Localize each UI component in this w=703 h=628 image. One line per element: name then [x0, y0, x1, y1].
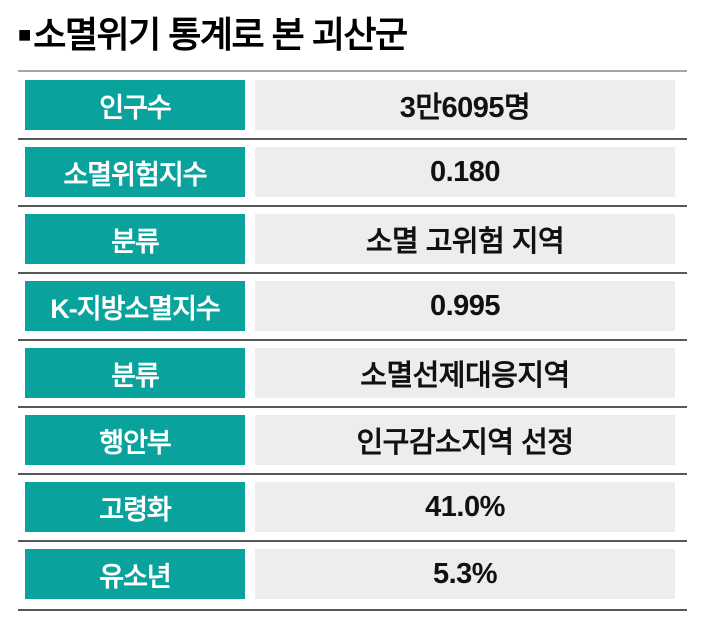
row-separator	[18, 339, 687, 341]
row-value-cell: 0.995	[255, 281, 675, 331]
table-row: 행안부 인구감소지역 선정	[25, 415, 675, 465]
table-row: K-지방소멸지수 0.995	[25, 281, 675, 331]
row-value-cell: 소멸 고위험 지역	[255, 214, 675, 264]
row-separator	[18, 540, 687, 542]
row-separator	[18, 205, 687, 207]
table-row: 소멸위험지수 0.180	[25, 147, 675, 197]
table-row: 분류 소멸 고위험 지역	[25, 214, 675, 264]
table-row: 유소년 5.3%	[25, 549, 675, 599]
title-underline	[18, 70, 687, 72]
row-value-cell: 인구감소지역 선정	[255, 415, 675, 465]
table-row: 고령화 41.0%	[25, 482, 675, 532]
table-row: 분류 소멸선제대응지역	[25, 348, 675, 398]
row-value-cell: 0.180	[255, 147, 675, 197]
row-label-cell: K-지방소멸지수	[25, 281, 245, 331]
row-separator	[18, 473, 687, 475]
row-value-cell: 5.3%	[255, 549, 675, 599]
row-label-cell: 분류	[25, 348, 245, 398]
row-value-cell: 41.0%	[255, 482, 675, 532]
bottom-rule	[18, 609, 687, 611]
row-separator	[18, 406, 687, 408]
page-title: ■ 소멸위기 통계로 본 괴산군	[18, 12, 683, 58]
row-label-cell: 인구수	[25, 80, 245, 130]
row-label-cell: 행안부	[25, 415, 245, 465]
square-bullet-icon: ■	[18, 22, 32, 47]
row-label-cell: 분류	[25, 214, 245, 264]
row-value-cell: 소멸선제대응지역	[255, 348, 675, 398]
row-label-cell: 고령화	[25, 482, 245, 532]
row-separator	[18, 272, 687, 274]
table-row: 인구수 3만6095명	[25, 80, 675, 130]
row-label-cell: 소멸위험지수	[25, 147, 245, 197]
row-value-cell: 3만6095명	[255, 80, 675, 130]
stat-table: 인구수 3만6095명 소멸위험지수 0.180 분류 소멸 고위험 지역 K-…	[0, 80, 703, 611]
row-separator	[18, 138, 687, 140]
row-label-cell: 유소년	[25, 549, 245, 599]
page-title-text: 소멸위기 통계로 본 괴산군	[33, 14, 408, 55]
